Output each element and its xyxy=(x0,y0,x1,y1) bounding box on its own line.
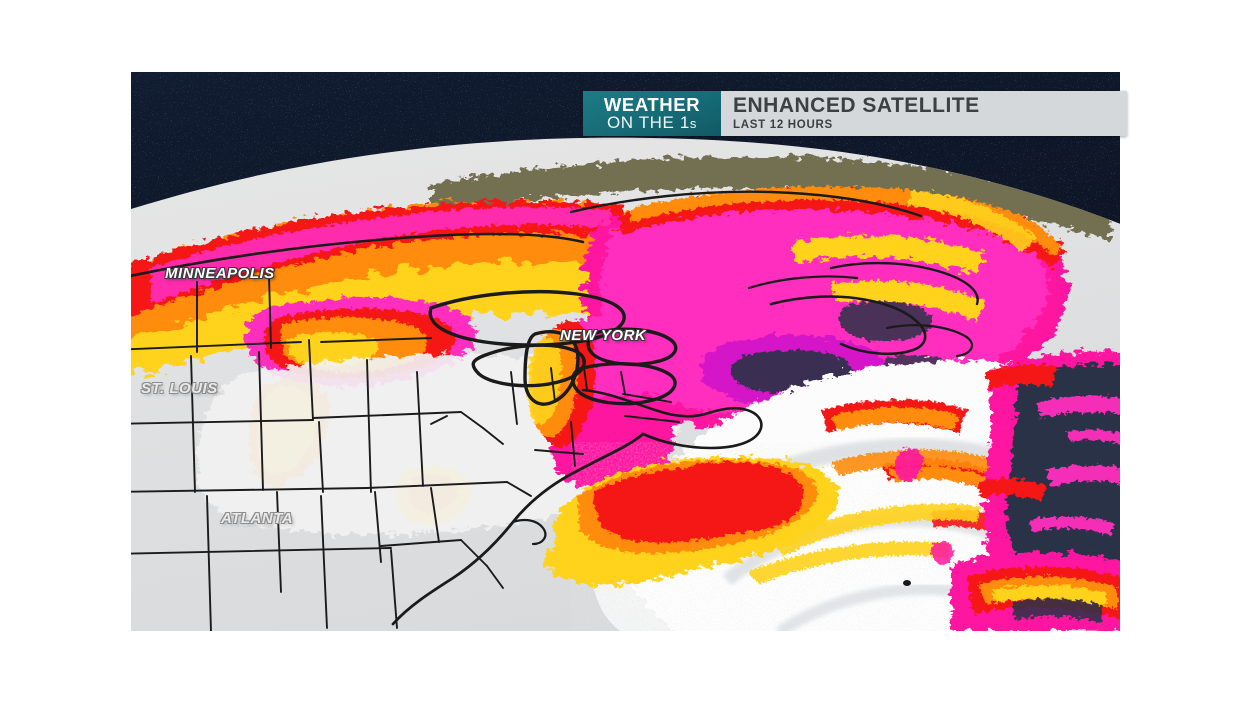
ir-lower-right-cluster xyxy=(951,552,1120,631)
logo-secondary-suffix: s xyxy=(689,115,697,131)
satellite-imagery xyxy=(131,72,1120,631)
banner-subtitle: LAST 12 HOURS xyxy=(733,119,833,131)
banner-title-block: ENHANCED SATELLITE LAST 12 HOURS xyxy=(721,91,1127,136)
banner-title: ENHANCED SATELLITE xyxy=(733,94,980,117)
logo-secondary-main: ON THE 1 xyxy=(606,112,690,132)
storm-speck xyxy=(903,580,911,586)
ir-magenta-speckles xyxy=(1029,396,1120,536)
weather-on-the-1s-logo: WEATHER ON THE 1s xyxy=(583,91,721,136)
broadcast-banner: WEATHER ON THE 1s ENHANCED SATELLITE LAS… xyxy=(583,91,1127,136)
logo-primary-text: WEATHER xyxy=(603,93,701,115)
logo-secondary-text: ON THE 1s xyxy=(606,112,697,133)
map-layers xyxy=(131,72,1120,631)
great-lakes xyxy=(428,290,678,406)
geopolitical-borders xyxy=(131,190,979,631)
ir-atlantic-cold-tops xyxy=(895,350,1120,631)
state-lines xyxy=(131,275,680,631)
satellite-map-canvas[interactable]: MINNEAPOLIS NEW YORK ST. LOUIS ATLANTA xyxy=(131,72,1120,631)
earth-disk xyxy=(131,137,1120,631)
